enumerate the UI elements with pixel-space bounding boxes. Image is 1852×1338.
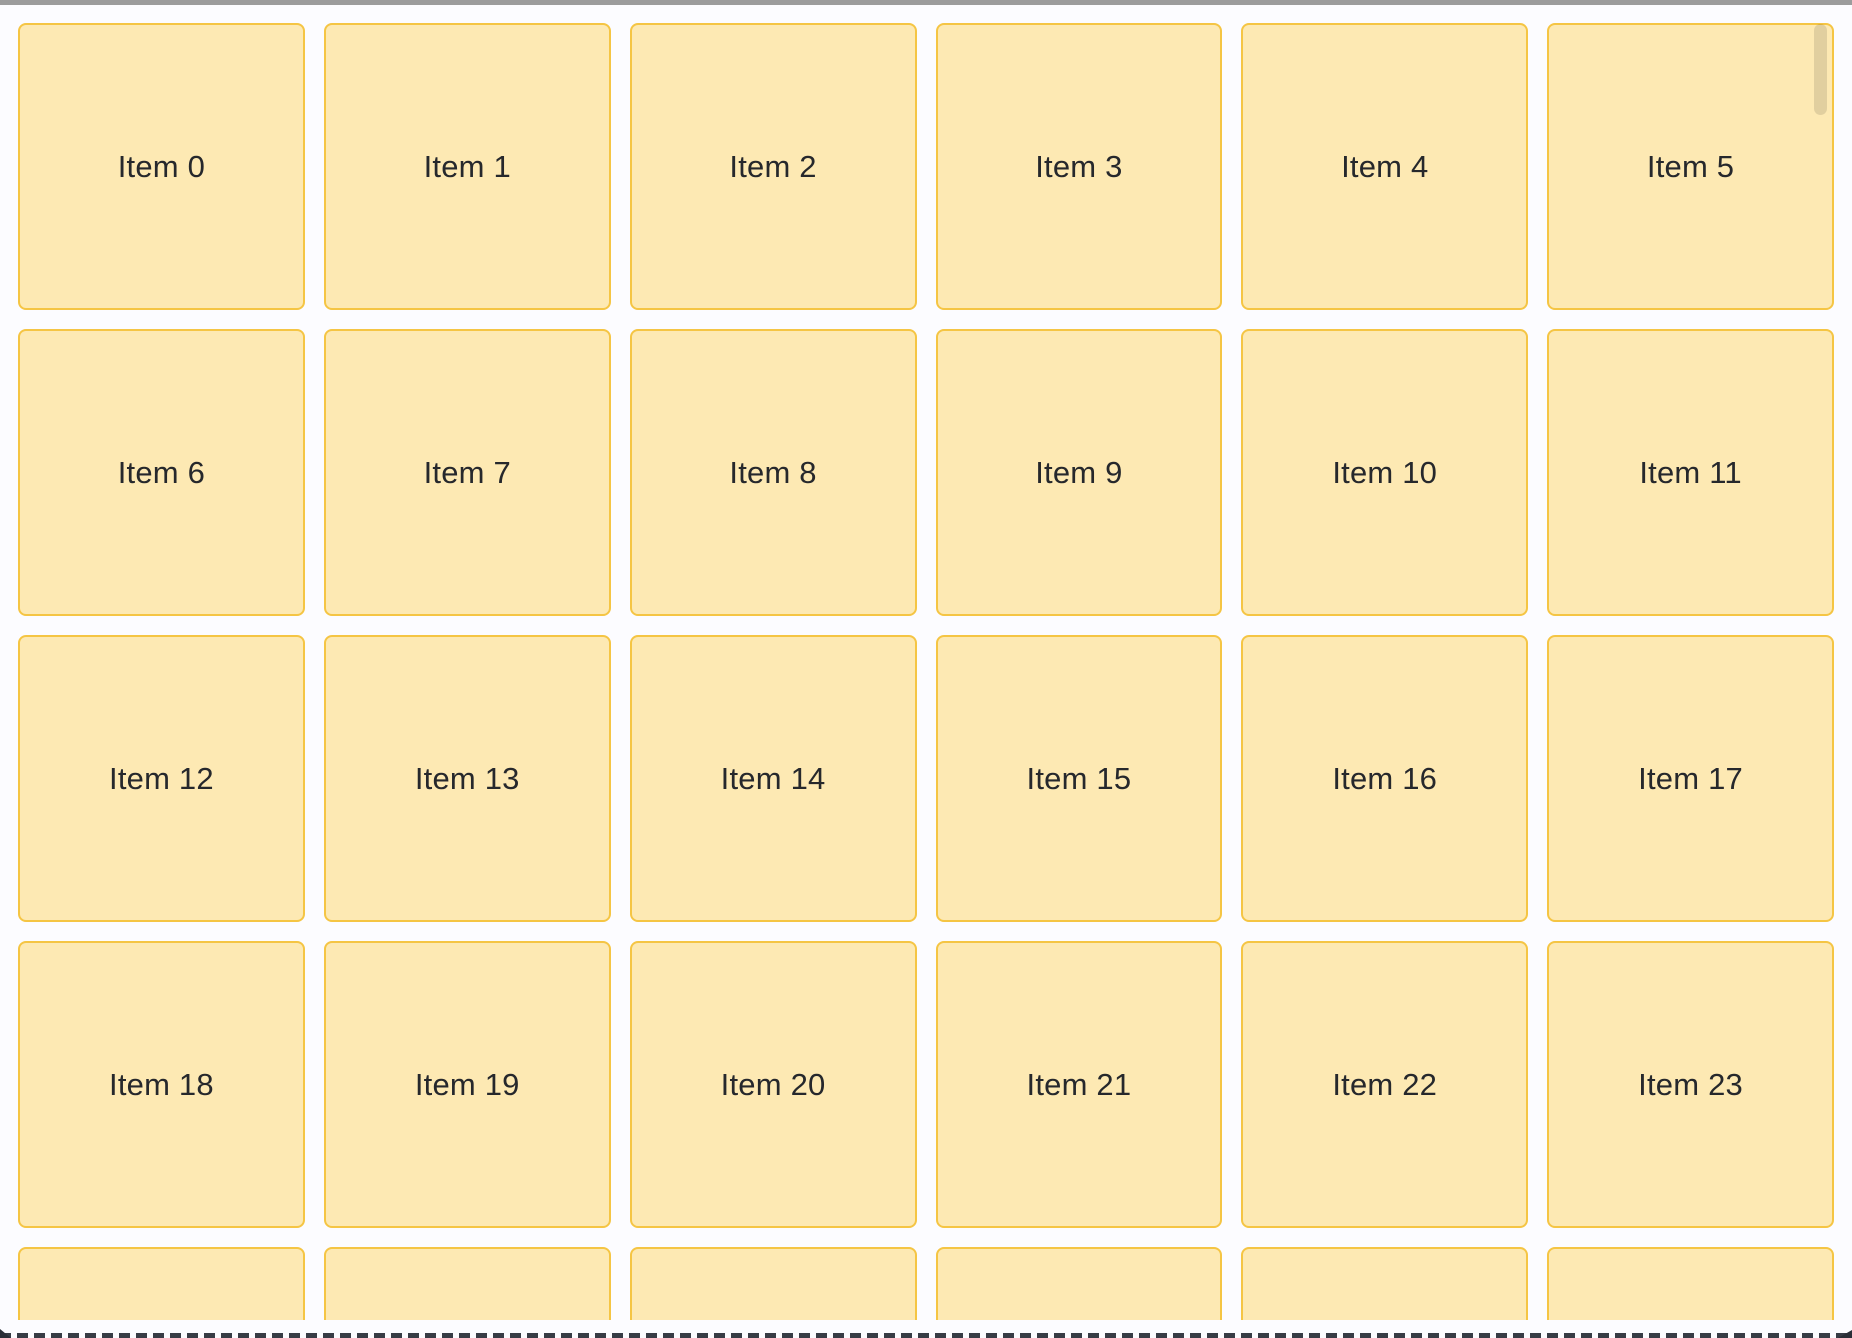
grid-item-card: Item 11 [1547,329,1834,616]
grid-item-card: Item 17 [1547,635,1834,922]
grid-item-label: Item 11 [1639,454,1742,490]
grid-item-card: Item 6 [18,329,305,616]
grid-item-label: Item 8 [729,454,817,490]
bottom-left-glyph-fragment [0,1329,11,1338]
grid-item-label: Item 14 [720,760,826,796]
grid-item-card: Item 7 [323,329,611,616]
grid-item-card: Item 19 [323,941,611,1228]
grid-item-card: Item 0 [18,23,305,310]
grid-item-card: Item 25 [323,1247,611,1320]
grid-item-label: Item 19 [414,1066,520,1102]
grid-item-card: Item 24 [18,1247,305,1320]
grid-item-card: Item 21 [935,941,1223,1228]
grid-item-label: Item 2 [729,148,817,184]
grid-item-card: Item 8 [629,329,917,616]
grid-item-label: Item 16 [1332,760,1438,796]
grid-item-label: Item 17 [1638,760,1743,796]
grid-item-card: Item 16 [1241,635,1529,922]
bottom-right-glyph-fragment [1838,1330,1852,1338]
item-grid: Item 0 Item 1 Item 2 Item 3 Item 4 Item … [0,5,1852,1320]
grid-scroll-container[interactable]: Item 0 Item 1 Item 2 Item 3 Item 4 Item … [0,5,1852,1320]
vertical-scrollbar-thumb[interactable] [1814,24,1827,115]
grid-item-card: Item 10 [1241,329,1529,616]
grid-item-card: Item 27 [935,1247,1223,1320]
grid-item-label: Item 6 [117,454,206,490]
grid-item-card: Item 22 [1241,941,1529,1228]
grid-item-label: Item 15 [1026,760,1132,796]
grid-item-card: Item 9 [935,329,1223,616]
grid-item-card: Item 14 [629,635,917,922]
grid-item-card: Item 18 [18,941,305,1228]
grid-item-label: Item 7 [423,454,511,490]
grid-item-card: Item 23 [1547,941,1834,1228]
grid-item-label: Item 22 [1332,1066,1438,1102]
grid-item-card: Item 13 [323,635,611,922]
grid-item-card: Item 4 [1241,23,1529,310]
window-top-edge [0,0,1852,5]
grid-item-label: Item 13 [414,760,520,796]
grid-item-card: Item 3 [935,23,1223,310]
grid-item-card: Item 28 [1241,1247,1529,1320]
grid-item-label: Item 1 [423,148,511,184]
grid-item-label: Item 9 [1035,454,1123,490]
grid-item-label: Item 23 [1638,1066,1743,1102]
grid-item-label: Item 10 [1332,454,1438,490]
grid-item-card: Item 29 [1547,1247,1834,1320]
grid-item-label: Item 20 [720,1066,826,1102]
grid-item-card: Item 1 [323,23,611,310]
grid-item-label: Item 4 [1341,148,1429,184]
grid-item-label: Item 12 [109,760,214,796]
grid-item-card: Item 2 [629,23,917,310]
grid-item-card: Item 15 [935,635,1223,922]
grid-item-label: Item 0 [117,148,206,184]
clipped-bottom-content [0,1333,1852,1338]
grid-item-label: Item 21 [1026,1066,1132,1102]
grid-item-card: Item 5 [1547,23,1834,310]
grid-item-label: Item 3 [1035,148,1123,184]
grid-item-card: Item 12 [18,635,305,922]
grid-item-label: Item 18 [109,1066,214,1102]
grid-item-card: Item 26 [629,1247,917,1320]
grid-item-label: Item 5 [1646,148,1735,184]
grid-item-card: Item 20 [629,941,917,1228]
